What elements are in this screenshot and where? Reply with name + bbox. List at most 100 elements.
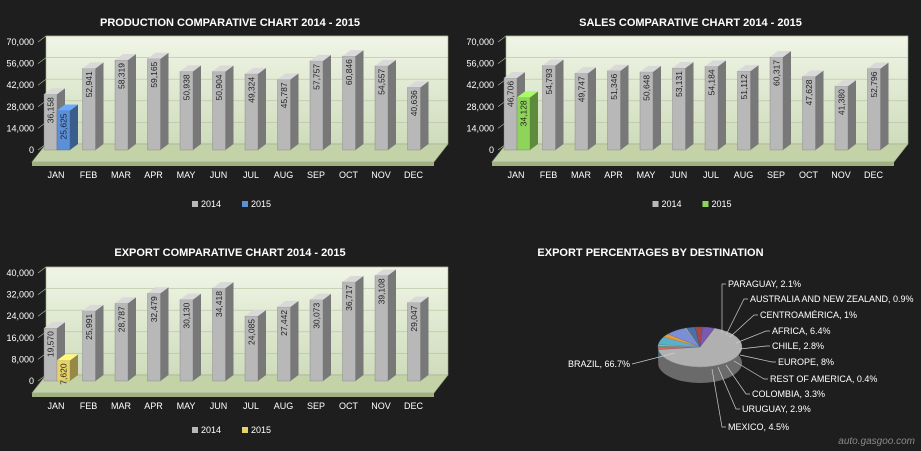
bar-2014: 30,130 [179,293,201,382]
x-tick-label: JUL [243,170,259,180]
bar-side [193,293,201,381]
chart-floor-edge [32,393,434,397]
y-tick-label: 56,000 [466,59,494,69]
x-tick-label: SEP [307,401,325,411]
x-tick-label: SEP [307,170,325,180]
pie-slice-label: BRAZIL, 66.7% [568,359,630,369]
y-tick-label: 8,000 [11,354,34,364]
bar-2014: 59,165 [147,52,169,151]
bar-top [705,60,726,67]
x-tick-label: SEP [767,170,785,180]
export-pie-chart: BRAZIL, 66.7% PARAGUAY, 2.1% AUSTRALIA AND… [568,279,914,432]
leader-line [735,330,770,344]
y-tick-label: 70,000 [466,37,494,47]
x-tick-label: DEC [404,170,424,180]
bar-2014: 54,557 [374,59,396,151]
bar-value-label: 29,047 [409,305,419,331]
watermark: auto.gasgoo.com [838,436,915,447]
bar-value-label: 40,636 [409,90,419,116]
bar-value-label: 60,846 [344,59,354,85]
bar-top [542,59,564,66]
bar-top [115,297,136,304]
bar-side [323,54,331,150]
x-tick-label: APR [144,401,163,411]
bar-2014: 50,938 [179,65,201,151]
bar-top [517,91,538,98]
bar-top [342,275,364,282]
legend-label: 2015 [712,199,732,209]
gridline-side [37,57,47,64]
bar-side [555,59,564,150]
x-tick-label: OCT [339,401,359,411]
bar-value-label: 52,796 [869,71,879,97]
bar-value-label: 59,165 [149,61,159,87]
bar-2014: 58,319 [114,54,136,151]
x-tick-label: MAR [571,170,592,180]
bar-value-label: 34,418 [214,291,224,317]
pie-slice-label: CHILE, 2.8% [772,341,824,351]
bar-side [815,70,824,150]
bar-side [880,62,889,150]
x-tick-label: AUG [734,170,754,180]
bar-2015: 7,620 [56,354,78,385]
bar-top [867,62,889,69]
gridline-side [37,288,47,295]
gridline-side [37,78,47,86]
pie-slice-label: AFRICA, 6.4% [772,326,831,336]
y-tick-label: 40,000 [6,268,34,278]
bar-value-label: 28,787 [117,306,127,332]
bar-top [375,59,396,66]
legend-swatch [242,201,248,207]
bar-top [375,269,396,276]
x-tick-label: MAR [111,401,132,411]
bar-side [388,269,396,381]
legend-swatch [192,427,198,433]
y-tick-label: 32,000 [6,290,34,300]
bar-value-label: 54,184 [707,69,717,95]
gridline-side [497,57,507,64]
bar-top [57,104,78,111]
bar-2014: 25,991 [82,304,104,382]
bar-top [180,293,201,300]
x-tick-label: MAY [177,401,196,411]
bar-2014: 36,717 [342,275,364,382]
leader-line [717,366,740,410]
x-tick-label: DEC [864,170,884,180]
x-tick-label: MAY [177,170,196,180]
bar-2014: 50,904 [212,65,234,151]
bar-side [355,50,364,150]
bar-top [82,304,104,311]
bar-top [737,65,759,72]
chart-title: EXPORT COMPARATIVE CHART 2014 - 2015 [114,247,346,259]
gridline-side [37,266,47,274]
bar-value-label: 46,706 [506,81,516,107]
legend-label: 2015 [251,425,271,435]
bar-top [147,52,169,59]
legend-label: 2015 [251,199,271,209]
bar-value-label: 50,648 [642,75,652,101]
export-pie-panel: EXPORT PERCENTAGES BY DESTINATION BRAZIL… [460,225,921,451]
bar-side [685,62,694,150]
y-tick-label: 42,000 [6,80,34,90]
bar-value-label: 32,479 [149,296,159,322]
gridline-side [37,35,47,43]
pie-slice-label: EUROPE, 8% [778,357,834,367]
bar-2014: 53,131 [672,62,694,151]
bar-top [57,354,78,361]
y-tick-label: 56,000 [6,59,34,69]
bar-value-label: 19,570 [46,331,56,357]
chart-title: EXPORT PERCENTAGES BY DESTINATION [537,247,764,259]
bar-value-label: 7,620 [59,363,69,385]
bar-value-label: 25,625 [59,113,69,139]
y-tick-label: 24,000 [6,311,34,321]
bar-value-label: 39,108 [377,278,387,304]
bar-side [783,50,791,151]
bar-side [848,80,856,150]
bar-value-label: 25,991 [84,314,94,340]
x-tick-label: APR [144,170,163,180]
bar-top [212,282,234,289]
legend-swatch [192,201,198,207]
bar-value-label: 53,131 [674,71,684,97]
x-tick-label: AUG [274,401,294,411]
bar-side [95,62,104,151]
